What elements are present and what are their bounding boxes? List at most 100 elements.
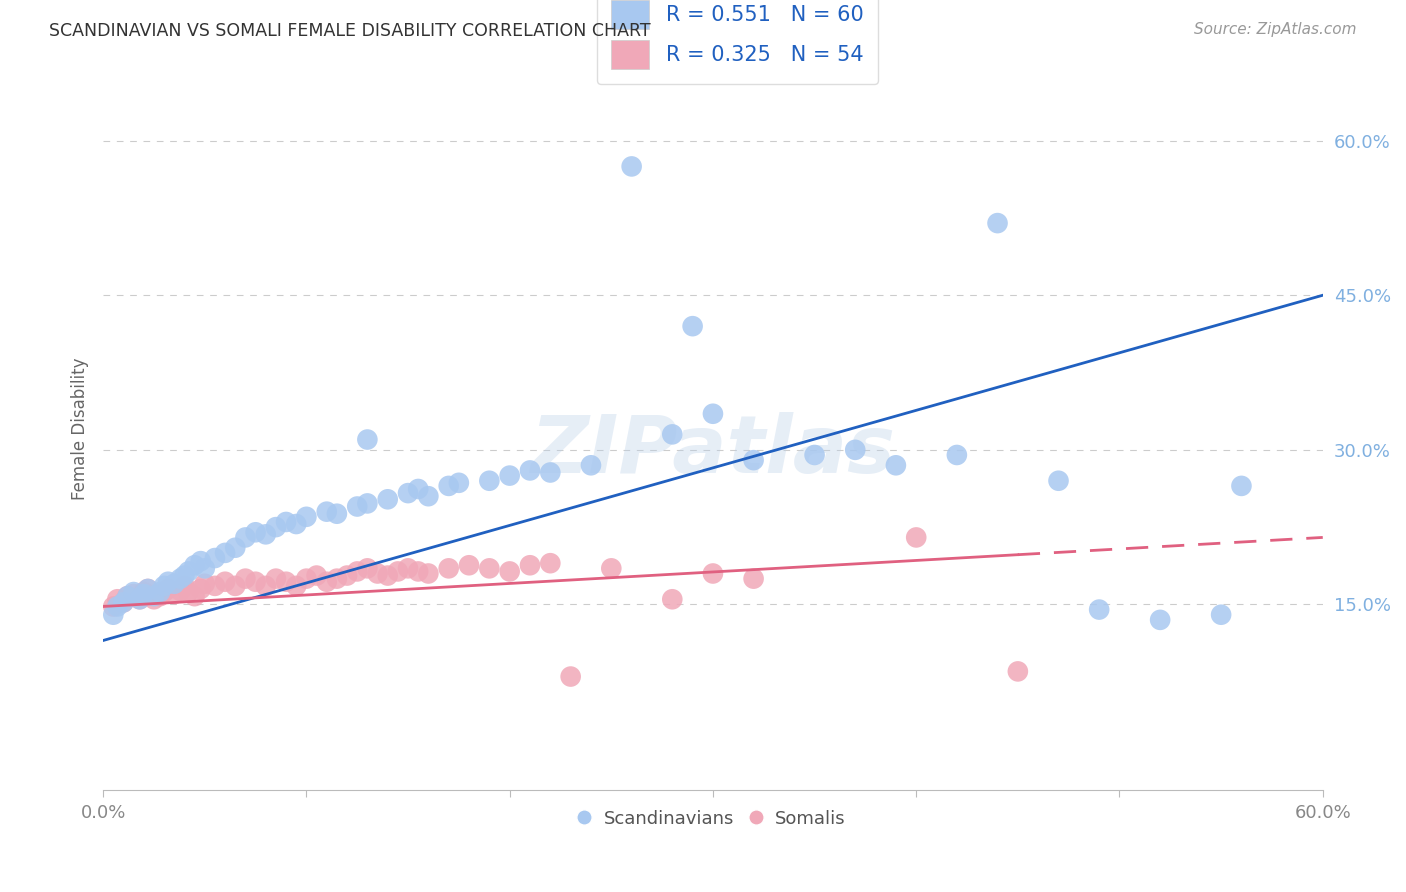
Point (884, 458, 907, 473)
Point (204, 579, 226, 593)
Point (163, 587, 186, 601)
Point (844, 442, 866, 457)
Point (169, 584, 191, 599)
Point (406, 482, 429, 496)
Point (326, 507, 349, 521)
Point (661, 592, 683, 607)
Point (326, 572, 349, 586)
Point (117, 589, 139, 603)
Point (560, 669, 582, 683)
Point (112, 595, 135, 609)
Point (367, 566, 389, 581)
Point (346, 565, 368, 579)
Point (254, 527, 277, 541)
Point (183, 558, 205, 573)
Point (702, 407, 724, 421)
Point (190, 554, 212, 568)
Point (169, 572, 191, 586)
Point (356, 561, 378, 575)
Point (177, 585, 200, 599)
Point (214, 546, 236, 560)
Point (122, 585, 145, 599)
Point (204, 551, 226, 566)
Point (519, 558, 541, 573)
Point (600, 561, 623, 575)
Point (377, 492, 399, 507)
Point (245, 574, 267, 589)
Y-axis label: Female Disability: Female Disability (72, 358, 89, 500)
Point (305, 568, 328, 582)
Point (478, 561, 501, 575)
Point (336, 568, 359, 582)
Point (157, 574, 180, 589)
Point (1149, 613, 1171, 627)
Point (132, 585, 155, 599)
Point (132, 587, 155, 601)
Point (190, 582, 212, 596)
Point (986, 216, 1008, 230)
Point (173, 568, 195, 582)
Point (418, 489, 440, 503)
Point (149, 585, 172, 599)
Point (128, 592, 150, 607)
Point (458, 558, 481, 573)
Point (1088, 602, 1111, 616)
Legend: Scandinavians, Somalis: Scandinavians, Somalis (572, 803, 853, 835)
Point (214, 574, 236, 589)
Point (702, 566, 724, 581)
Point (418, 566, 440, 581)
Point (224, 579, 246, 593)
Point (519, 463, 541, 477)
Point (163, 576, 186, 591)
Point (157, 582, 180, 596)
Point (274, 515, 297, 529)
Text: Source: ZipAtlas.com: Source: ZipAtlas.com (1194, 22, 1357, 37)
Point (235, 572, 257, 586)
Point (356, 496, 378, 510)
Point (356, 433, 378, 447)
Point (498, 565, 520, 579)
Point (183, 589, 205, 603)
Point (149, 589, 172, 603)
Point (1230, 479, 1253, 493)
Point (103, 599, 125, 614)
Point (437, 479, 460, 493)
Point (194, 576, 217, 591)
Point (295, 509, 318, 524)
Point (194, 561, 217, 575)
Point (105, 599, 128, 614)
Point (803, 448, 825, 462)
Point (498, 468, 520, 483)
Point (142, 592, 165, 607)
Point (264, 520, 287, 534)
Point (264, 572, 287, 586)
Point (538, 466, 561, 480)
Point (1007, 665, 1029, 679)
Point (579, 458, 602, 473)
Point (346, 500, 368, 514)
Point (478, 474, 501, 488)
Point (122, 587, 145, 601)
Point (742, 572, 765, 586)
Point (245, 525, 267, 540)
Point (153, 585, 176, 599)
Point (620, 160, 643, 174)
Point (128, 592, 150, 607)
Point (1211, 607, 1233, 622)
Point (142, 589, 165, 603)
Point (274, 574, 297, 589)
Point (377, 568, 399, 582)
Point (285, 516, 308, 531)
Point (112, 595, 135, 609)
Point (136, 582, 159, 596)
Point (295, 572, 318, 586)
Point (153, 579, 176, 593)
Point (396, 561, 419, 575)
Point (224, 541, 246, 555)
Point (538, 556, 561, 570)
Point (905, 530, 928, 544)
Point (235, 530, 257, 544)
Point (682, 319, 704, 334)
Point (103, 607, 125, 622)
Point (742, 453, 765, 467)
